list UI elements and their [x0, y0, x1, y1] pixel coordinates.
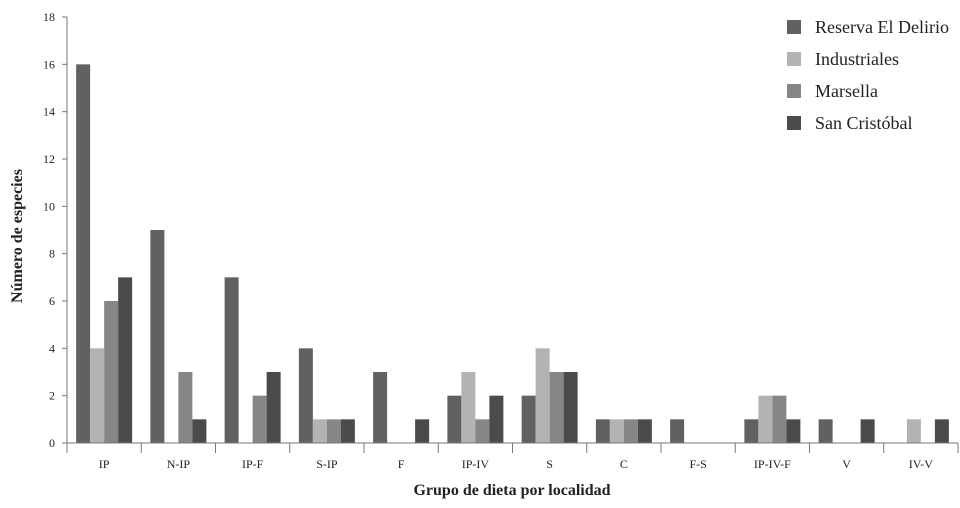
y-axis-ticks: 0 2 4 6 8 10 12 14 16 18 — [43, 10, 67, 450]
y-tick-label: 10 — [43, 199, 55, 213]
bar-reserva-el-delirio-ip-f — [224, 277, 239, 443]
bar-san-cristobal-s-ip — [340, 419, 355, 443]
bar-industriales-iv-v — [906, 419, 921, 443]
y-tick-label: 8 — [49, 247, 55, 261]
y-tick-label: 2 — [49, 389, 55, 403]
x-tick-label: V — [842, 457, 851, 471]
y-tick-label: 14 — [43, 105, 55, 119]
bar-reserva-el-delirio-ip-iv-f — [744, 419, 759, 443]
bar-san-cristobal-ip-iv-f — [786, 419, 801, 443]
y-tick-label: 18 — [43, 10, 55, 24]
bar-reserva-el-delirio-f — [373, 372, 388, 443]
legend-label: Marsella — [815, 81, 878, 101]
bar-marsella-ip-iv-f — [772, 395, 787, 443]
legend-swatch — [787, 20, 801, 34]
y-tick-label: 16 — [43, 57, 55, 71]
bar-industriales-c — [609, 419, 624, 443]
x-axis-title: Grupo de dieta por localidad — [413, 482, 610, 499]
bar-industriales-ip — [90, 348, 105, 443]
bar-reserva-el-delirio-s-ip — [298, 348, 313, 443]
x-tick-label: IV-V — [909, 457, 934, 471]
bar-marsella-ip — [104, 301, 119, 443]
bar-san-cristobal-iv-v — [934, 419, 949, 443]
x-tick-label: F — [398, 457, 405, 471]
bar-marsella-s-ip — [326, 419, 341, 443]
plot-area — [76, 64, 949, 443]
bar-marsella-ip-iv — [475, 419, 490, 443]
bar-san-cristobal-s — [563, 372, 578, 443]
bar-reserva-el-delirio-v — [818, 419, 833, 443]
x-tick-label: IP — [99, 457, 110, 471]
x-tick-label: S-IP — [316, 457, 338, 471]
bar-san-cristobal-ip — [118, 277, 133, 443]
y-tick-label: 0 — [49, 436, 55, 450]
bar-san-cristobal-v — [860, 419, 875, 443]
y-tick-label: 6 — [49, 294, 55, 308]
bar-industriales-ip-iv — [461, 372, 476, 443]
bar-marsella-n-ip — [178, 372, 193, 443]
legend-label: Industriales — [815, 49, 899, 69]
x-tick-label: S — [546, 457, 553, 471]
y-tick-label: 12 — [43, 152, 55, 166]
x-tick-label: IP-F — [242, 457, 264, 471]
x-tick-label: F-S — [689, 457, 706, 471]
bar-reserva-el-delirio-ip-iv — [447, 395, 462, 443]
bar-marsella-ip-f — [252, 395, 267, 443]
x-tick-label: N-IP — [167, 457, 191, 471]
legend-label: San Cristóbal — [815, 113, 913, 133]
bar-reserva-el-delirio-n-ip — [150, 230, 165, 443]
x-tick-label: C — [620, 457, 628, 471]
bar-reserva-el-delirio-s — [521, 395, 536, 443]
legend: Reserva El Delirio Industriales Marsella Sa… — [787, 17, 949, 133]
x-tick-label: IP-IV — [462, 457, 490, 471]
bar-marsella-s — [549, 372, 564, 443]
bar-san-cristobal-f — [415, 419, 430, 443]
legend-swatch — [787, 116, 801, 130]
bar-marsella-c — [623, 419, 638, 443]
bar-reserva-el-delirio-ip — [76, 64, 91, 443]
legend-label: Reserva El Delirio — [815, 17, 949, 37]
y-tick-label: 4 — [49, 341, 55, 355]
bar-industriales-s-ip — [312, 419, 327, 443]
legend-swatch — [787, 52, 801, 66]
bar-reserva-el-delirio-f-s — [670, 419, 685, 443]
bar-industriales-s — [535, 348, 550, 443]
x-tick-label: IP-IV-F — [754, 457, 791, 471]
bar-san-cristobal-c — [637, 419, 652, 443]
bar-san-cristobal-ip-f — [266, 372, 281, 443]
legend-swatch — [787, 84, 801, 98]
bar-reserva-el-delirio-c — [595, 419, 610, 443]
bar-san-cristobal-n-ip — [192, 419, 207, 443]
bar-industriales-ip-iv-f — [758, 395, 773, 443]
bar-san-cristobal-ip-iv — [489, 395, 504, 443]
y-axis-title: Número de especies — [9, 169, 26, 303]
x-axis-ticks: IP N-IP IP-F S-IP F IP-IV S C F-S IP-IV-F V IV-V — [66, 443, 959, 471]
